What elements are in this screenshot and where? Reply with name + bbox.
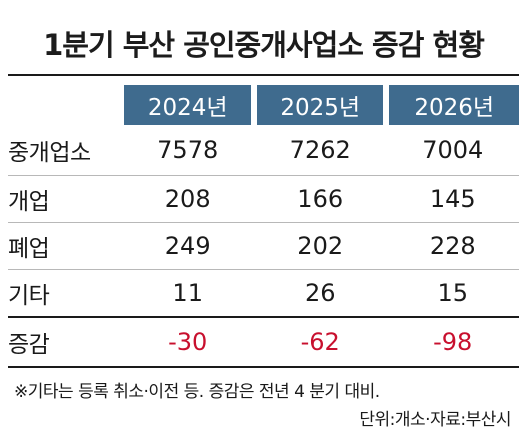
title-divider	[8, 74, 519, 76]
row-label: 개업	[8, 175, 122, 223]
header-corner	[8, 85, 122, 125]
table-row-other: 기타 11 26 15	[8, 270, 519, 318]
row-label: 폐업	[8, 222, 122, 270]
cell-value: 7578	[121, 125, 254, 176]
page-title: 1분기 부산 공인중개사업소 증감 현황	[43, 28, 485, 62]
cell-value: 15	[437, 279, 468, 307]
table-row-closures: 폐업 249 202 228	[8, 222, 519, 270]
change-value: -62	[253, 316, 387, 368]
cell-value: 208	[121, 175, 254, 223]
header-2024: 2024년	[118, 85, 254, 125]
cell-value: 26	[304, 279, 336, 307]
cell-value: 202	[253, 222, 387, 270]
cell-value: 11	[172, 279, 203, 307]
cell-value: 7262	[253, 125, 387, 176]
table-row-change: 증감 -30 -62 -98	[8, 316, 519, 368]
header-row: 2024년 2025년 2026년	[8, 85, 519, 125]
row-label: 기타	[8, 283, 50, 309]
row-label: 중개업소	[8, 125, 122, 176]
header-2025: 2025년	[250, 85, 387, 125]
cell-value: 249	[121, 222, 254, 270]
header-2026: 2026년	[383, 85, 519, 125]
stats-table: 2024년 2025년 2026년 중개업소 7578 7262 7004 개업…	[8, 85, 519, 368]
cell-value: 7004	[386, 125, 519, 176]
change-value: -30	[121, 316, 254, 368]
cell-value: 145	[386, 175, 519, 223]
table-row-brokers: 중개업소 7578 7262 7004	[8, 125, 519, 176]
cell-value: 166	[253, 175, 387, 223]
source-credit: 단위:개소·자료:부산시	[359, 410, 511, 430]
table-row-openings: 개업 208 166 145	[8, 175, 519, 223]
cell-value: 228	[386, 222, 519, 270]
footnote: ※기타는 등록 취소·이전 등. 증감은 전년 4 분기 대비.	[14, 382, 380, 402]
row-label: 증감	[8, 316, 122, 368]
change-value: -98	[386, 316, 519, 368]
